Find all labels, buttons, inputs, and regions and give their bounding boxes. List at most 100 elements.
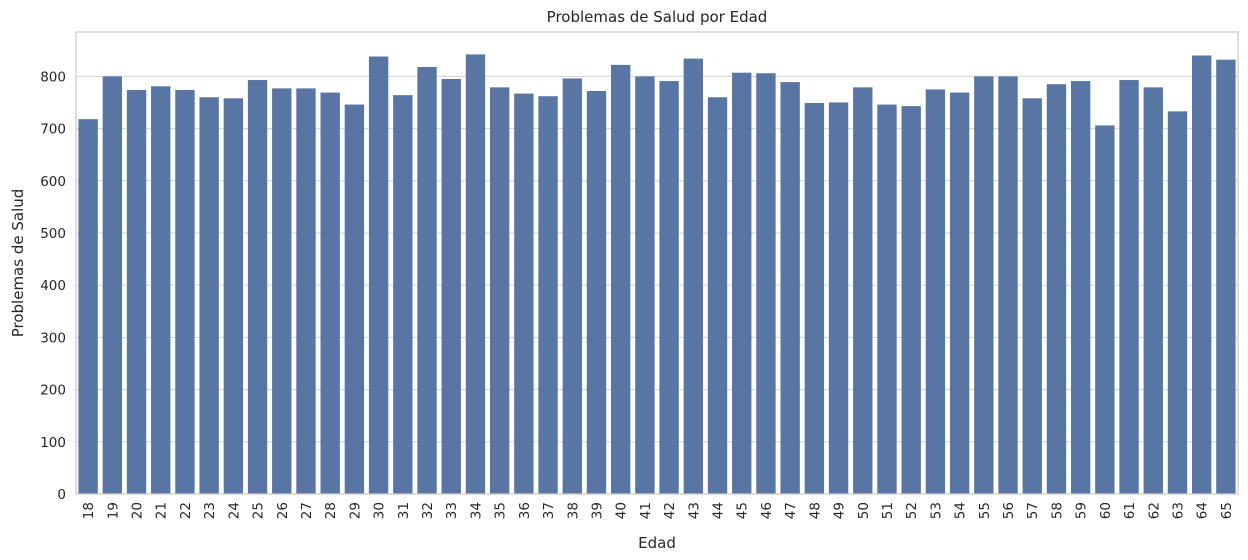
x-tick-label: 65 <box>1219 502 1235 519</box>
bar-age-39 <box>586 90 607 494</box>
bar-age-49 <box>828 102 849 494</box>
y-tick-label: 0 <box>57 487 66 503</box>
x-tick-label: 62 <box>1146 502 1162 519</box>
y-tick-label: 400 <box>40 278 66 294</box>
x-tick-label: 34 <box>468 502 484 519</box>
x-tick-label: 22 <box>178 502 194 519</box>
x-tick-label: 38 <box>565 502 581 519</box>
x-tick-label: 24 <box>226 502 242 519</box>
x-tick-label: 25 <box>251 502 267 519</box>
y-tick-label: 200 <box>40 383 66 399</box>
x-tick-label: 40 <box>614 502 630 519</box>
chart-title: Problemas de Salud por Edad <box>547 8 768 26</box>
x-tick-label: 18 <box>81 502 97 519</box>
x-tick-label: 48 <box>807 502 823 519</box>
bar-age-30 <box>368 56 389 495</box>
bar-age-35 <box>489 87 510 494</box>
x-tick-label: 37 <box>541 502 557 519</box>
x-tick-label: 39 <box>589 502 605 519</box>
x-tick-label: 46 <box>759 502 775 519</box>
bar-age-41 <box>635 76 655 495</box>
x-tick-label: 44 <box>711 502 727 519</box>
bar-age-52 <box>901 106 921 494</box>
x-tick-label: 51 <box>880 502 896 519</box>
bar-age-27 <box>296 88 316 494</box>
bar-age-45 <box>732 72 752 495</box>
bar-age-34 <box>465 54 486 495</box>
x-tick-label: 36 <box>517 502 533 519</box>
x-tick-label: 28 <box>323 502 339 519</box>
x-tick-label: 61 <box>1122 502 1138 519</box>
x-tick-label: 60 <box>1098 502 1114 519</box>
x-axis-label: Edad <box>638 534 676 552</box>
y-tick-label: 600 <box>40 174 66 190</box>
x-tick-label: 26 <box>275 502 291 519</box>
y-axis-label: Problemas de Salud <box>9 189 27 338</box>
bar-age-42 <box>659 81 679 494</box>
bar-age-58 <box>1046 84 1067 494</box>
bar-age-21 <box>151 86 171 494</box>
grid-lines <box>76 75 1238 495</box>
bar-age-44 <box>707 97 728 494</box>
x-tick-label: 56 <box>1001 502 1017 519</box>
x-tick-label: 27 <box>299 502 315 519</box>
x-tick-label: 64 <box>1195 502 1211 519</box>
x-tick-label: 52 <box>904 502 920 519</box>
bar-age-48 <box>804 102 825 494</box>
bar-age-18 <box>78 119 98 495</box>
bar-age-26 <box>272 88 292 494</box>
bar-age-36 <box>514 93 534 494</box>
x-axis-ticks: 18 19 20 21 22 23 24 25 26 27 28 29 30 31 32 33 34 35 36 37… <box>81 502 1235 519</box>
bar-age-33 <box>441 78 461 495</box>
plot-frame <box>75 31 1239 495</box>
bar-age-57 <box>1022 98 1042 494</box>
bar-age-59 <box>1070 81 1091 494</box>
bar-age-64 <box>1192 55 1212 495</box>
x-tick-label: 54 <box>953 502 969 519</box>
bar-age-37 <box>538 96 558 494</box>
bar-age-22 <box>175 89 195 494</box>
x-tick-label: 45 <box>735 502 751 519</box>
y-tick-label: 300 <box>40 330 66 346</box>
bar-age-56 <box>998 76 1018 495</box>
x-tick-label: 50 <box>856 502 872 519</box>
x-tick-label: 20 <box>130 502 146 519</box>
x-tick-label: 23 <box>202 502 218 519</box>
bar-age-19 <box>102 76 122 495</box>
y-tick-label: 500 <box>40 226 66 242</box>
y-tick-label: 800 <box>40 69 66 85</box>
bar-age-31 <box>393 95 413 494</box>
x-tick-label: 53 <box>928 502 944 519</box>
bar-age-23 <box>199 97 219 494</box>
bar-age-29 <box>344 104 365 494</box>
y-tick-label: 100 <box>40 435 66 451</box>
bar-age-43 <box>683 58 703 495</box>
bar-age-38 <box>562 78 582 495</box>
bar-age-51 <box>877 104 897 494</box>
bar-age-55 <box>974 76 994 495</box>
y-tick-label: 700 <box>40 122 66 138</box>
x-tick-label: 49 <box>832 502 848 519</box>
bar-age-40 <box>611 64 631 495</box>
bar-age-25 <box>247 80 268 495</box>
x-tick-label: 29 <box>347 502 363 519</box>
bar-age-32 <box>417 66 437 495</box>
x-tick-label: 30 <box>372 502 388 519</box>
x-tick-label: 33 <box>444 502 460 519</box>
bar-age-62 <box>1143 87 1163 494</box>
x-tick-label: 59 <box>1074 502 1090 519</box>
x-tick-label: 63 <box>1170 502 1186 519</box>
bar-age-54 <box>949 92 970 494</box>
bar-age-46 <box>756 73 776 495</box>
x-tick-label: 32 <box>420 502 436 519</box>
bar-age-47 <box>780 82 800 494</box>
x-tick-label: 21 <box>154 502 170 519</box>
bar-age-50 <box>853 87 873 494</box>
x-tick-label: 41 <box>638 502 654 519</box>
bar-age-60 <box>1095 125 1115 495</box>
x-tick-label: 57 <box>1025 502 1041 519</box>
bars <box>78 54 1236 495</box>
x-tick-label: 35 <box>493 502 509 519</box>
bar-age-65 <box>1216 59 1236 495</box>
